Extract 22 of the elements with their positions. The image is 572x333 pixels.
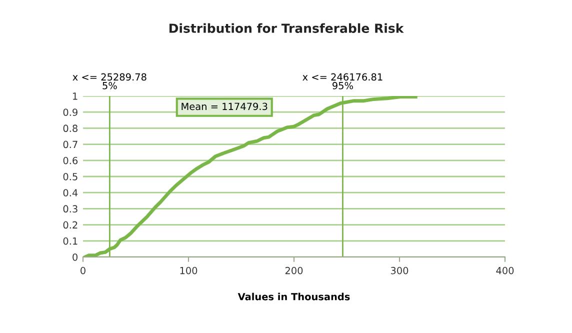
y-tick-label: 0.3 — [63, 205, 78, 213]
y-tick-label: 1 — [73, 92, 78, 100]
y-tick-label: 0.9 — [63, 108, 78, 116]
x-tick-label: 0 — [80, 266, 86, 274]
y-tick-label: 0.6 — [63, 156, 78, 164]
line-series — [84, 96, 418, 257]
x-tick-label: 100 — [180, 266, 198, 274]
chart-title: Distribution for Transferable Risk — [169, 23, 404, 33]
ref-line-label: x <= 246176.81 95% — [302, 73, 382, 90]
y-tick-label: 0.5 — [63, 172, 78, 180]
y-tick-label: 0.7 — [63, 140, 78, 148]
x-axis-title: Values in Thousands — [238, 292, 350, 300]
x-tick-label: 300 — [390, 266, 408, 274]
y-tick-label: 0.8 — [63, 124, 78, 132]
y-tick-label: 0.2 — [63, 221, 78, 229]
y-tick-label: 0.1 — [63, 237, 78, 245]
x-tick-label: 400 — [496, 266, 514, 274]
y-tick-label: 0 — [72, 253, 78, 261]
y-tick-label: 0.4 — [63, 189, 78, 196]
x-tick-label: 200 — [285, 266, 303, 274]
ref-line-label: x <= 25289.78 5% — [72, 73, 146, 90]
annotation: Mean = 117479.3 — [182, 102, 268, 110]
